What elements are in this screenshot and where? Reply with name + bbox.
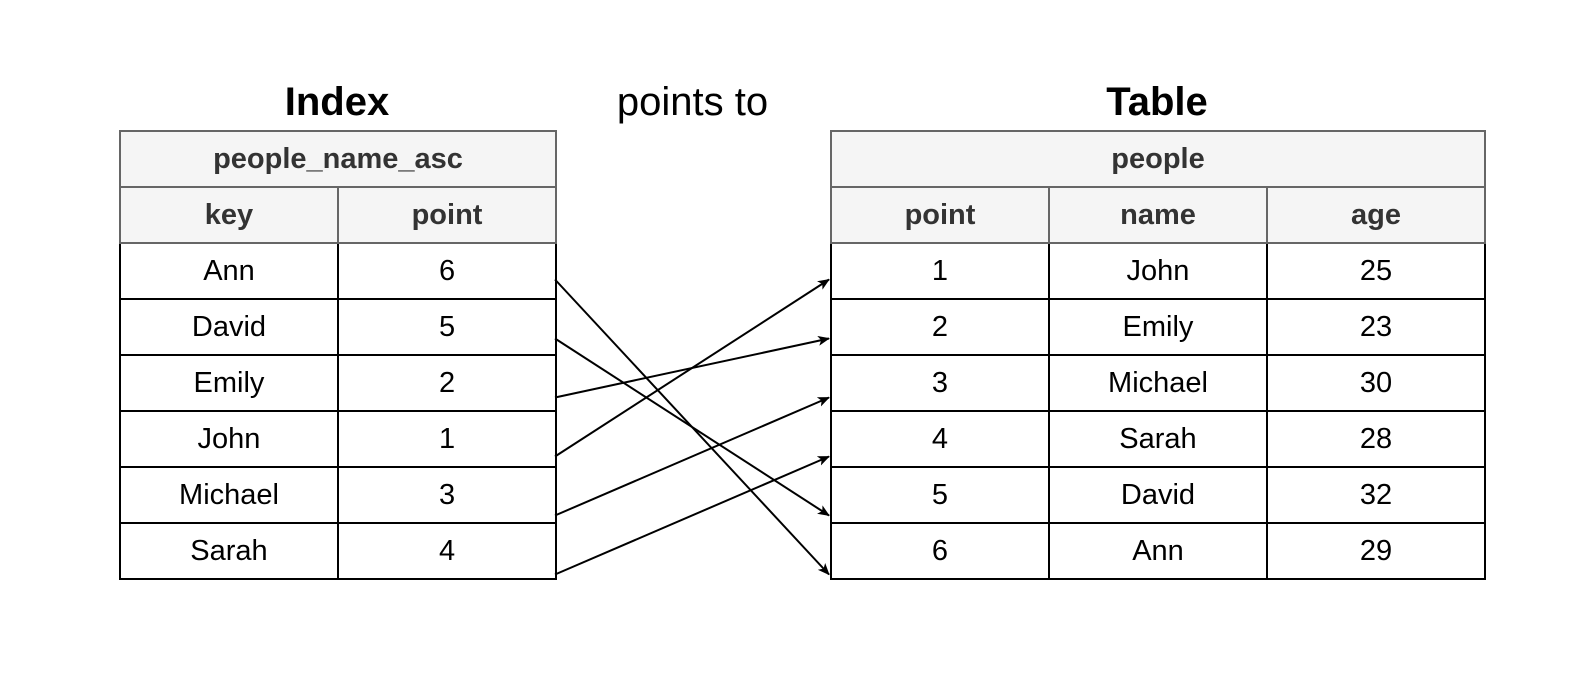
table-name: people <box>829 130 1487 188</box>
people-name-cell: David <box>1048 466 1268 524</box>
people-age-cell: 25 <box>1265 242 1487 300</box>
index-key-cell: David <box>119 298 339 356</box>
people-age-cell: 30 <box>1265 354 1487 412</box>
points-to-label: points to <box>616 80 769 124</box>
index-point-cell: 6 <box>336 242 558 300</box>
index-name: people_name_asc <box>118 130 558 188</box>
pointer-arrow <box>554 455 830 576</box>
people-age-cell: 23 <box>1265 298 1487 356</box>
index-table: people_name_asc key point Ann 6 David 5 … <box>118 130 558 580</box>
people-point-cell: 6 <box>830 522 1050 580</box>
people-table: people point name age 1 John 25 2 Emily … <box>829 130 1487 580</box>
pointer-arrow <box>554 337 830 517</box>
index-key-cell: Sarah <box>119 522 339 580</box>
pointer-arrow <box>554 335 830 399</box>
people-point-cell: 5 <box>830 466 1050 524</box>
people-name-cell: Michael <box>1048 354 1268 412</box>
index-point-cell: 1 <box>336 410 558 468</box>
people-name-cell: Emily <box>1048 298 1268 356</box>
people-point-cell: 3 <box>830 354 1050 412</box>
index-row: Michael 3 <box>119 466 558 524</box>
people-row: 1 John 25 <box>830 242 1487 300</box>
people-point-cell: 4 <box>830 410 1050 468</box>
people-age-cell: 29 <box>1265 522 1487 580</box>
index-row: Sarah 4 <box>119 522 558 580</box>
column-header-name: name <box>1048 186 1268 244</box>
table-heading: Table <box>1106 80 1208 124</box>
people-name-cell: Sarah <box>1048 410 1268 468</box>
people-name-cell: Ann <box>1048 522 1268 580</box>
people-row: 2 Emily 23 <box>830 298 1487 356</box>
index-point-cell: 4 <box>336 522 558 580</box>
column-header-key: key <box>119 186 339 244</box>
column-header-age: age <box>1265 186 1487 244</box>
index-key-cell: John <box>119 410 339 468</box>
index-key-cell: Emily <box>119 354 339 412</box>
index-point-cell: 2 <box>336 354 558 412</box>
index-row: Ann 6 <box>119 242 558 300</box>
people-row: 5 David 32 <box>830 466 1487 524</box>
people-row: 6 Ann 29 <box>830 522 1487 580</box>
pointer-arrow <box>554 278 830 576</box>
people-name-cell: John <box>1048 242 1268 300</box>
index-point-cell: 3 <box>336 466 558 524</box>
people-point-cell: 2 <box>830 298 1050 356</box>
index-point-cell: 5 <box>336 298 558 356</box>
index-row: Emily 2 <box>119 354 558 412</box>
pointer-arrow <box>554 396 830 517</box>
column-header-point: point <box>336 186 558 244</box>
people-point-cell: 1 <box>830 242 1050 300</box>
people-age-cell: 28 <box>1265 410 1487 468</box>
index-row: John 1 <box>119 410 558 468</box>
people-row: 4 Sarah 28 <box>830 410 1487 468</box>
index-key-cell: Ann <box>119 242 339 300</box>
index-heading: Index <box>284 80 390 124</box>
people-row: 3 Michael 30 <box>830 354 1487 412</box>
index-row: David 5 <box>119 298 558 356</box>
pointer-arrow <box>554 278 830 458</box>
index-key-cell: Michael <box>119 466 339 524</box>
people-age-cell: 32 <box>1265 466 1487 524</box>
column-header-point: point <box>830 186 1050 244</box>
